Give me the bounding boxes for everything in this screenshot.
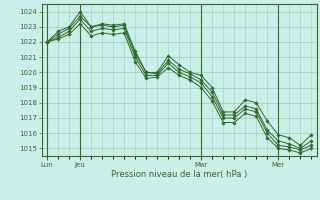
X-axis label: Pression niveau de la mer( hPa ): Pression niveau de la mer( hPa )	[111, 170, 247, 179]
